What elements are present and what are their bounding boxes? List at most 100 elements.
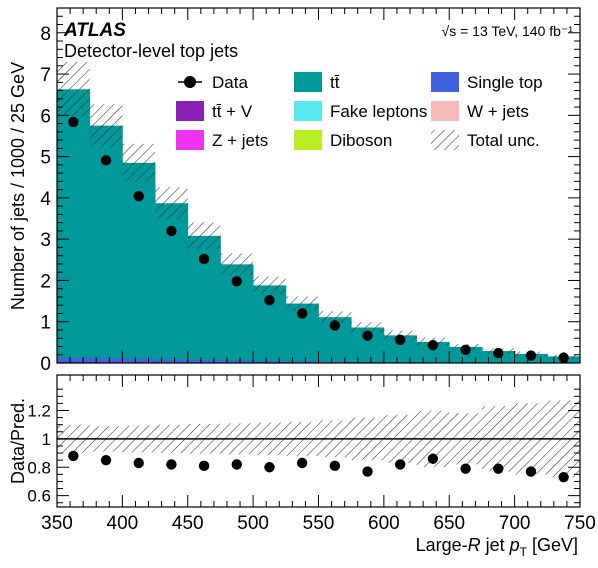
- ratio-y-axis-label: Data/Pred.: [8, 398, 28, 484]
- legend-diboson-entry: Diboson: [294, 130, 392, 150]
- data-point: [264, 295, 275, 306]
- ratio-point: [68, 450, 79, 462]
- minor-background-bar: [253, 361, 287, 363]
- legend-label: Diboson: [330, 131, 392, 150]
- legend-label: W + jets: [467, 102, 529, 121]
- legend-data-entry: Data: [178, 73, 248, 92]
- uncertainty-box: [57, 61, 90, 117]
- ttbar-bar: [416, 341, 450, 363]
- x-tick-label: 500: [237, 513, 269, 534]
- legend-z-jets-entry: Z + jets: [176, 130, 268, 150]
- minor-background-bar: [318, 361, 352, 363]
- x-tick-label: 350: [41, 513, 73, 534]
- subtitle: Detector-level top jets: [64, 41, 238, 61]
- y-tick-label: 3: [40, 230, 51, 251]
- legend-color-swatch: [176, 130, 204, 150]
- data-point: [525, 350, 537, 361]
- main-x-ticks: [56, 8, 581, 363]
- legend-total-unc-entry: Total unc.: [431, 130, 540, 150]
- uncertainty-box: [351, 322, 384, 333]
- ratio-point: [362, 466, 373, 477]
- data-point: [100, 155, 112, 166]
- legend-color-swatch: [431, 101, 459, 121]
- legend-color-swatch: [294, 130, 322, 150]
- data-point: [362, 330, 373, 341]
- legend-label: Total unc.: [467, 131, 540, 150]
- ratio-point: [460, 463, 471, 474]
- legend-color-swatch: [294, 72, 322, 92]
- y-tick-label: 6: [40, 106, 51, 127]
- ratio-point: [231, 459, 242, 470]
- ratio-point: [264, 462, 275, 473]
- x-tick-label: 600: [368, 513, 400, 534]
- ratio-point: [558, 471, 569, 483]
- atlas-label: ATLAS: [63, 20, 126, 41]
- minor-background-bar: [155, 359, 189, 363]
- legend-single-top-entry: Single top: [431, 72, 543, 92]
- legend-tt-v-entry: tt̄ + V: [176, 101, 253, 121]
- ratio-panel: 0.6 0.8 1 1.2 350 400 450 500 550 600 650 700 750: [27, 374, 596, 534]
- x-tick-label: 450: [172, 513, 204, 534]
- data-point: [558, 352, 569, 363]
- y-tick-label: 8: [40, 24, 51, 45]
- ratio-point: [427, 453, 439, 464]
- ratio-points: [68, 450, 569, 483]
- ratio-point: [525, 466, 537, 477]
- data-point: [427, 340, 439, 351]
- uncertainty-box: [318, 311, 352, 324]
- main-panel: 0 1 2 3 4 5 6 7 8: [40, 7, 581, 375]
- uncertainty-box: [220, 253, 254, 276]
- x-tick-label: 550: [303, 513, 335, 534]
- legend-data-marker: [184, 76, 196, 88]
- ratio-y-tick-label: 0.6: [27, 487, 51, 506]
- data-point: [198, 253, 210, 265]
- ratio-y-axis: 0.6 0.8 1 1.2: [27, 388, 580, 506]
- y-tick-label: 4: [40, 189, 51, 210]
- y-tick-label: 5: [40, 148, 51, 169]
- legend-color-swatch: [294, 101, 322, 121]
- y-tick-label: 1: [40, 313, 51, 334]
- legend-fake-leptons-entry: Fake leptons: [294, 101, 427, 121]
- x-tick-label: 400: [107, 513, 139, 534]
- minor-background-bar: [57, 361, 91, 363]
- x-axis-label: Large-R jet pT [GeV]: [416, 535, 578, 559]
- legend-tt-entry: tt̄: [294, 72, 340, 92]
- x-tick-label: 650: [433, 513, 465, 534]
- data-point: [493, 347, 504, 359]
- legend-color-swatch: [176, 101, 204, 121]
- ratio-point: [329, 460, 341, 472]
- ratio-point: [100, 454, 112, 466]
- minor-background-bar: [122, 358, 156, 363]
- ratio-point: [296, 457, 308, 469]
- data-point: [460, 344, 471, 355]
- y-tick-label: 7: [40, 65, 51, 86]
- data-points: [68, 116, 569, 363]
- y-axis-label: Number of jets / 1000 / 25 GeV: [8, 62, 28, 310]
- uncertainty-box: [122, 143, 156, 182]
- ratio-point: [166, 459, 177, 470]
- x-tick-label: 700: [499, 513, 531, 534]
- legend-w-jets-entry: W + jets: [431, 101, 529, 121]
- minor-background-bar: [220, 360, 254, 363]
- stacked-histogram: [57, 89, 580, 363]
- uncertainty-box: [155, 187, 188, 220]
- data-point: [296, 308, 308, 319]
- data-point: [231, 276, 242, 287]
- ratio-y-tick-label: 0.8: [27, 458, 51, 477]
- energy-lumi-label: √s = 13 TeV, 140 fb⁻¹: [442, 23, 574, 39]
- y-tick-label: 0: [40, 354, 51, 375]
- legend-label: Z + jets: [212, 131, 268, 150]
- uncertainty-box: [253, 276, 286, 295]
- legend-label: Single top: [467, 73, 543, 92]
- y-tick-label: 2: [40, 271, 51, 292]
- legend-label: Fake leptons: [330, 102, 427, 121]
- legend-hatch-swatch: [431, 130, 459, 150]
- ratio-point: [133, 457, 144, 469]
- data-point: [133, 191, 144, 202]
- data-point: [166, 225, 177, 237]
- uncertainty-box: [187, 222, 221, 250]
- ratio-point: [395, 459, 406, 470]
- minor-background-bar: [285, 361, 319, 363]
- legend-label: tt̄: [330, 73, 340, 92]
